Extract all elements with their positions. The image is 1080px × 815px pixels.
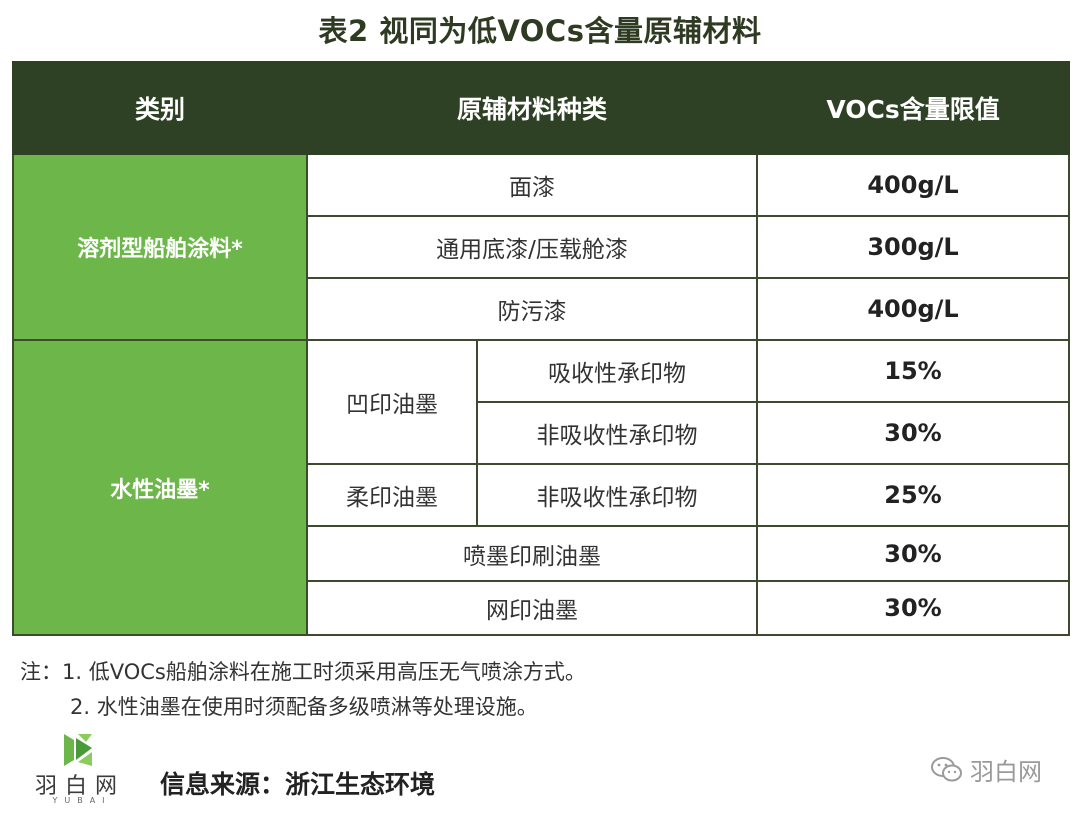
- category-water-based-ink: 水性油墨*: [12, 339, 308, 636]
- voc-limit-cell: 400g/L: [756, 277, 1071, 341]
- table-notes: 注：1. 低VOCs船舶涂料在施工时须采用高压无气喷涂方式。 2. 水性油墨在使…: [20, 655, 586, 725]
- subcategory-flexo-ink: 柔印油墨: [306, 463, 478, 527]
- category-solvent-marine-coating: 溶剂型船舶涂料*: [12, 153, 308, 341]
- voc-limit-cell: 30%: [756, 401, 1071, 465]
- table-title: 表2 视同为低VOCs含量原辅材料: [318, 14, 762, 48]
- note-line-1: 注：1. 低VOCs船舶涂料在施工时须采用高压无气喷涂方式。: [20, 660, 586, 684]
- table-row: 非吸收性承印物 30%: [13, 401, 1071, 465]
- wechat-icon: [931, 756, 962, 781]
- table-row: 喷墨印刷油墨 30%: [13, 525, 1071, 582]
- voc-limit-cell: 30%: [756, 525, 1071, 582]
- table-row: 通用底漆/压载舱漆 300g/L: [13, 215, 1071, 279]
- table-row: 溶剂型船舶涂料* 面漆 400g/L: [12, 153, 1071, 341]
- watermark-text: 羽白网: [970, 758, 1042, 786]
- yubai-logo: 羽白网 YUBAI: [30, 730, 142, 810]
- table-row: 网印油墨 30%: [13, 580, 1071, 636]
- table-header-row: 类别 原辅材料种类 VOCs含量限值: [12, 61, 1071, 155]
- yubai-logo-icon: [64, 734, 92, 766]
- note-line-2: 2. 水性油墨在使用时须配备多级喷淋等处理设施。: [70, 695, 538, 719]
- voc-limit-cell: 30%: [756, 580, 1071, 636]
- info-source: 信息来源：浙江生态环境: [160, 770, 436, 799]
- material-type-cell: 网印油墨: [305, 580, 759, 636]
- logo-subtext: YUBAI: [52, 796, 112, 805]
- material-type-cell: 喷墨印刷油墨: [305, 525, 759, 582]
- wechat-watermark: 羽白网: [930, 752, 1042, 787]
- material-type-cell: 面漆: [305, 153, 759, 217]
- voc-limit-cell: 400g/L: [756, 153, 1071, 217]
- header-material-type: 原辅材料种类: [305, 61, 759, 155]
- material-type-cell: 非吸收性承印物: [475, 401, 759, 465]
- material-type-cell: 通用底漆/压载舱漆: [305, 215, 759, 279]
- voc-limit-cell: 25%: [756, 463, 1071, 527]
- subcategory-gravure-ink: 凹印油墨: [306, 339, 478, 465]
- voc-limit-cell: 15%: [756, 339, 1071, 403]
- header-category: 类别: [12, 61, 308, 155]
- voc-limit-cell: 300g/L: [756, 215, 1071, 279]
- voc-limit-table: 类别 原辅材料种类 VOCs含量限值 溶剂型船舶涂料* 面漆 400g/L 通用…: [12, 61, 1071, 636]
- material-type-cell: 吸收性承印物: [475, 339, 759, 403]
- logo-text: 羽白网: [34, 774, 125, 799]
- material-type-cell: 非吸收性承印物: [475, 463, 759, 527]
- table-row: 防污漆 400g/L: [13, 277, 1071, 341]
- table-row: 水性油墨* 凹印油墨 吸收性承印物 15%: [12, 339, 1071, 636]
- table-row: 柔印油墨 非吸收性承印物 25%: [13, 463, 1071, 527]
- header-voc-limit: VOCs含量限值: [756, 61, 1071, 155]
- material-type-cell: 防污漆: [305, 277, 759, 341]
